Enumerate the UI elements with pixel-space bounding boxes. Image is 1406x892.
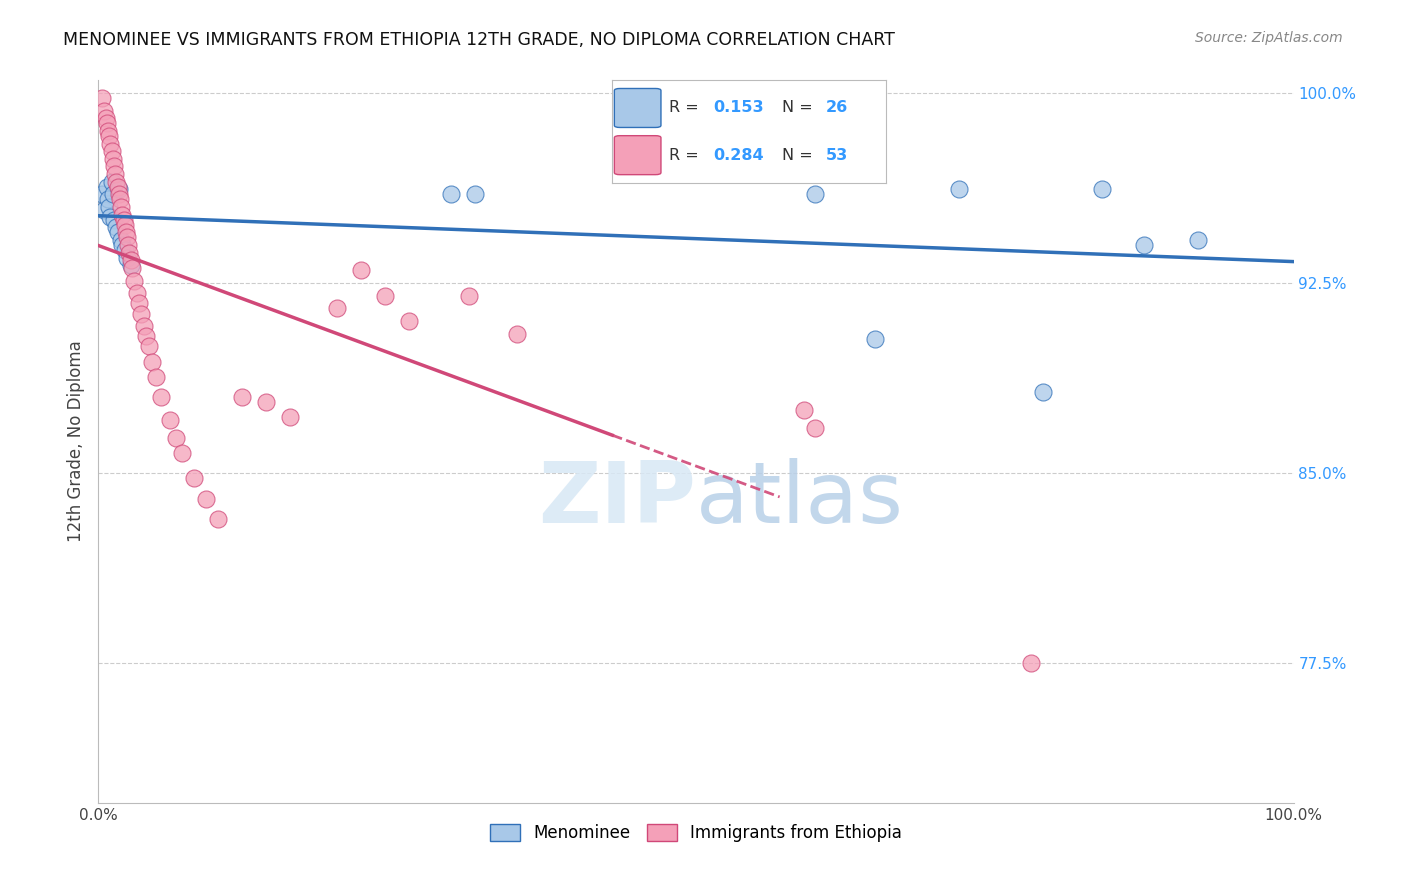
Point (231, 390, 253, 404)
Point (98, 129, 121, 144)
FancyBboxPatch shape (614, 136, 661, 175)
Point (804, 420, 827, 434)
Point (254, 395, 277, 409)
Point (112, 212, 135, 227)
Point (124, 274, 146, 288)
Point (93, 103, 115, 118)
Point (91, 187, 114, 202)
Point (103, 212, 125, 227)
Point (101, 187, 124, 202)
Point (115, 251, 138, 265)
Point (804, 187, 827, 202)
Point (105, 175, 128, 189)
Point (1091, 182, 1114, 196)
Point (105, 220, 128, 235)
Text: 53: 53 (825, 148, 848, 162)
Point (100, 175, 122, 189)
Point (172, 446, 194, 460)
Text: MENOMINEE VS IMMIGRANTS FROM ETHIOPIA 12TH GRADE, NO DIPLOMA CORRELATION CHART: MENOMINEE VS IMMIGRANTS FROM ETHIOPIA 12… (63, 31, 896, 49)
Point (115, 230, 138, 244)
Point (93, 202, 115, 217)
Point (440, 187, 463, 202)
Point (165, 431, 187, 445)
Point (506, 326, 529, 341)
Point (107, 226, 129, 240)
Point (128, 296, 150, 310)
FancyBboxPatch shape (614, 88, 661, 128)
Point (125, 286, 148, 301)
Text: ZIP: ZIP (538, 458, 696, 541)
Point (97, 193, 120, 207)
Point (1032, 385, 1054, 400)
Point (103, 160, 125, 174)
Point (107, 179, 129, 194)
Point (145, 370, 167, 384)
Point (159, 413, 181, 427)
Point (98, 136, 122, 151)
Point (104, 167, 127, 181)
Point (98, 210, 122, 224)
Point (114, 243, 136, 257)
Point (948, 182, 970, 196)
Point (131, 306, 153, 320)
Text: N =: N = (782, 148, 817, 162)
Point (111, 208, 134, 222)
Point (96, 179, 118, 194)
Point (100, 145, 122, 159)
Point (350, 263, 373, 277)
Point (121, 260, 143, 275)
Point (183, 471, 205, 485)
Point (91, 91, 114, 105)
Point (149, 390, 172, 404)
Point (110, 233, 132, 247)
Point (793, 402, 815, 417)
Point (111, 238, 134, 252)
Point (115, 226, 138, 240)
Point (865, 332, 887, 346)
Point (108, 193, 131, 207)
Point (120, 258, 142, 272)
Legend: Menominee, Immigrants from Ethiopia: Menominee, Immigrants from Ethiopia (484, 817, 908, 848)
Point (107, 182, 129, 196)
Point (110, 200, 132, 214)
Point (94, 112, 117, 126)
Point (101, 152, 124, 166)
Point (326, 301, 349, 316)
Point (120, 253, 142, 268)
Point (118, 245, 141, 260)
Text: 0.153: 0.153 (713, 101, 763, 115)
Text: 26: 26 (825, 101, 848, 115)
Point (132, 319, 155, 334)
Text: Source: ZipAtlas.com: Source: ZipAtlas.com (1195, 31, 1343, 45)
Point (97, 124, 120, 138)
Point (141, 354, 163, 368)
Point (374, 289, 396, 303)
Point (1187, 233, 1209, 247)
Point (207, 512, 229, 526)
Point (458, 289, 481, 303)
Text: R =: R = (669, 101, 704, 115)
Point (278, 410, 301, 425)
Point (398, 314, 420, 328)
Point (114, 218, 136, 232)
Point (1133, 238, 1156, 252)
Text: atlas: atlas (696, 458, 904, 541)
Point (135, 329, 157, 343)
Point (464, 187, 486, 202)
Point (1019, 657, 1042, 671)
Text: R =: R = (669, 148, 704, 162)
Point (117, 238, 139, 252)
Y-axis label: 12th Grade, No Diploma: 12th Grade, No Diploma (66, 341, 84, 542)
Point (107, 187, 129, 202)
Text: 0.284: 0.284 (713, 148, 763, 162)
Point (195, 491, 218, 506)
Point (138, 339, 160, 353)
Point (96, 116, 118, 130)
Text: N =: N = (782, 101, 817, 115)
Point (98, 200, 121, 214)
